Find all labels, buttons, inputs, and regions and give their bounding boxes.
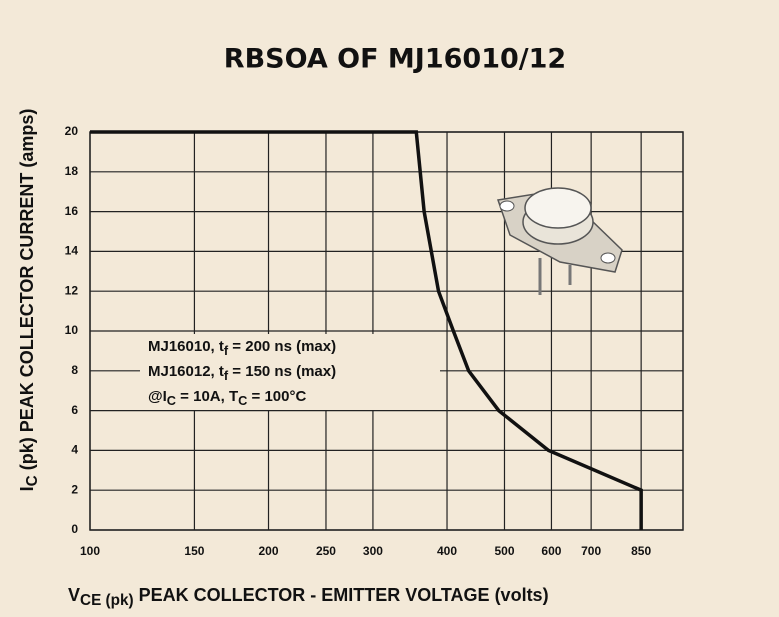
- y-tick-label: 10: [65, 323, 79, 337]
- label-text: V: [68, 585, 80, 605]
- subscript: CE (pk): [80, 592, 134, 609]
- label-text: = 10A, T: [176, 388, 238, 405]
- x-tick-label: 600: [541, 544, 561, 558]
- y-tick-label: 12: [65, 283, 79, 297]
- y-tick-label: 20: [65, 124, 79, 138]
- x-tick-label: 500: [494, 544, 514, 558]
- label-text: = 200 ns (max): [228, 338, 336, 355]
- subscript: C: [24, 475, 41, 486]
- x-tick-label: 250: [316, 544, 336, 558]
- x-tick-label: 400: [437, 544, 457, 558]
- x-tick-label: 300: [363, 544, 383, 558]
- y-tick-label: 8: [71, 363, 78, 377]
- x-tick-label: 100: [80, 544, 100, 558]
- label-text: MJ16012, t: [148, 363, 224, 380]
- label-text: = 150 ns (max): [228, 363, 336, 380]
- chart: RBSOA OF MJ16010/12 0 2 4 6 8 10 12 14 16 18 20 100…: [0, 0, 779, 617]
- y-tick-label: 4: [71, 443, 78, 457]
- x-tick-label: 200: [258, 544, 278, 558]
- annotation: MJ16012, tf = 150 ns (max): [148, 363, 336, 383]
- y-tick-label: 6: [71, 403, 78, 417]
- chart-title: RBSOA OF MJ16010/12: [224, 44, 566, 75]
- label-text: @I: [148, 388, 167, 405]
- x-tick-label: 150: [184, 544, 204, 558]
- y-tick-label: 0: [71, 522, 78, 536]
- subscript: C: [238, 393, 247, 408]
- x-tick-label: 850: [631, 544, 651, 558]
- label-text: PEAK COLLECTOR - EMITTER VOLTAGE (volts): [134, 585, 549, 605]
- label-text: (pk) PEAK COLLECTOR CURRENT (amps): [17, 109, 37, 476]
- label-text: MJ16010, t: [148, 338, 224, 355]
- y-tick-label: 2: [71, 482, 78, 496]
- label-text: = 100°C: [247, 388, 306, 405]
- background: [0, 0, 779, 617]
- y-tick-label: 16: [65, 204, 79, 218]
- x-tick-label: 700: [581, 544, 601, 558]
- subscript: C: [167, 393, 176, 408]
- y-tick-label: 18: [65, 164, 79, 178]
- annotation: MJ16010, tf = 200 ns (max): [148, 338, 336, 358]
- y-tick-label: 14: [65, 244, 79, 258]
